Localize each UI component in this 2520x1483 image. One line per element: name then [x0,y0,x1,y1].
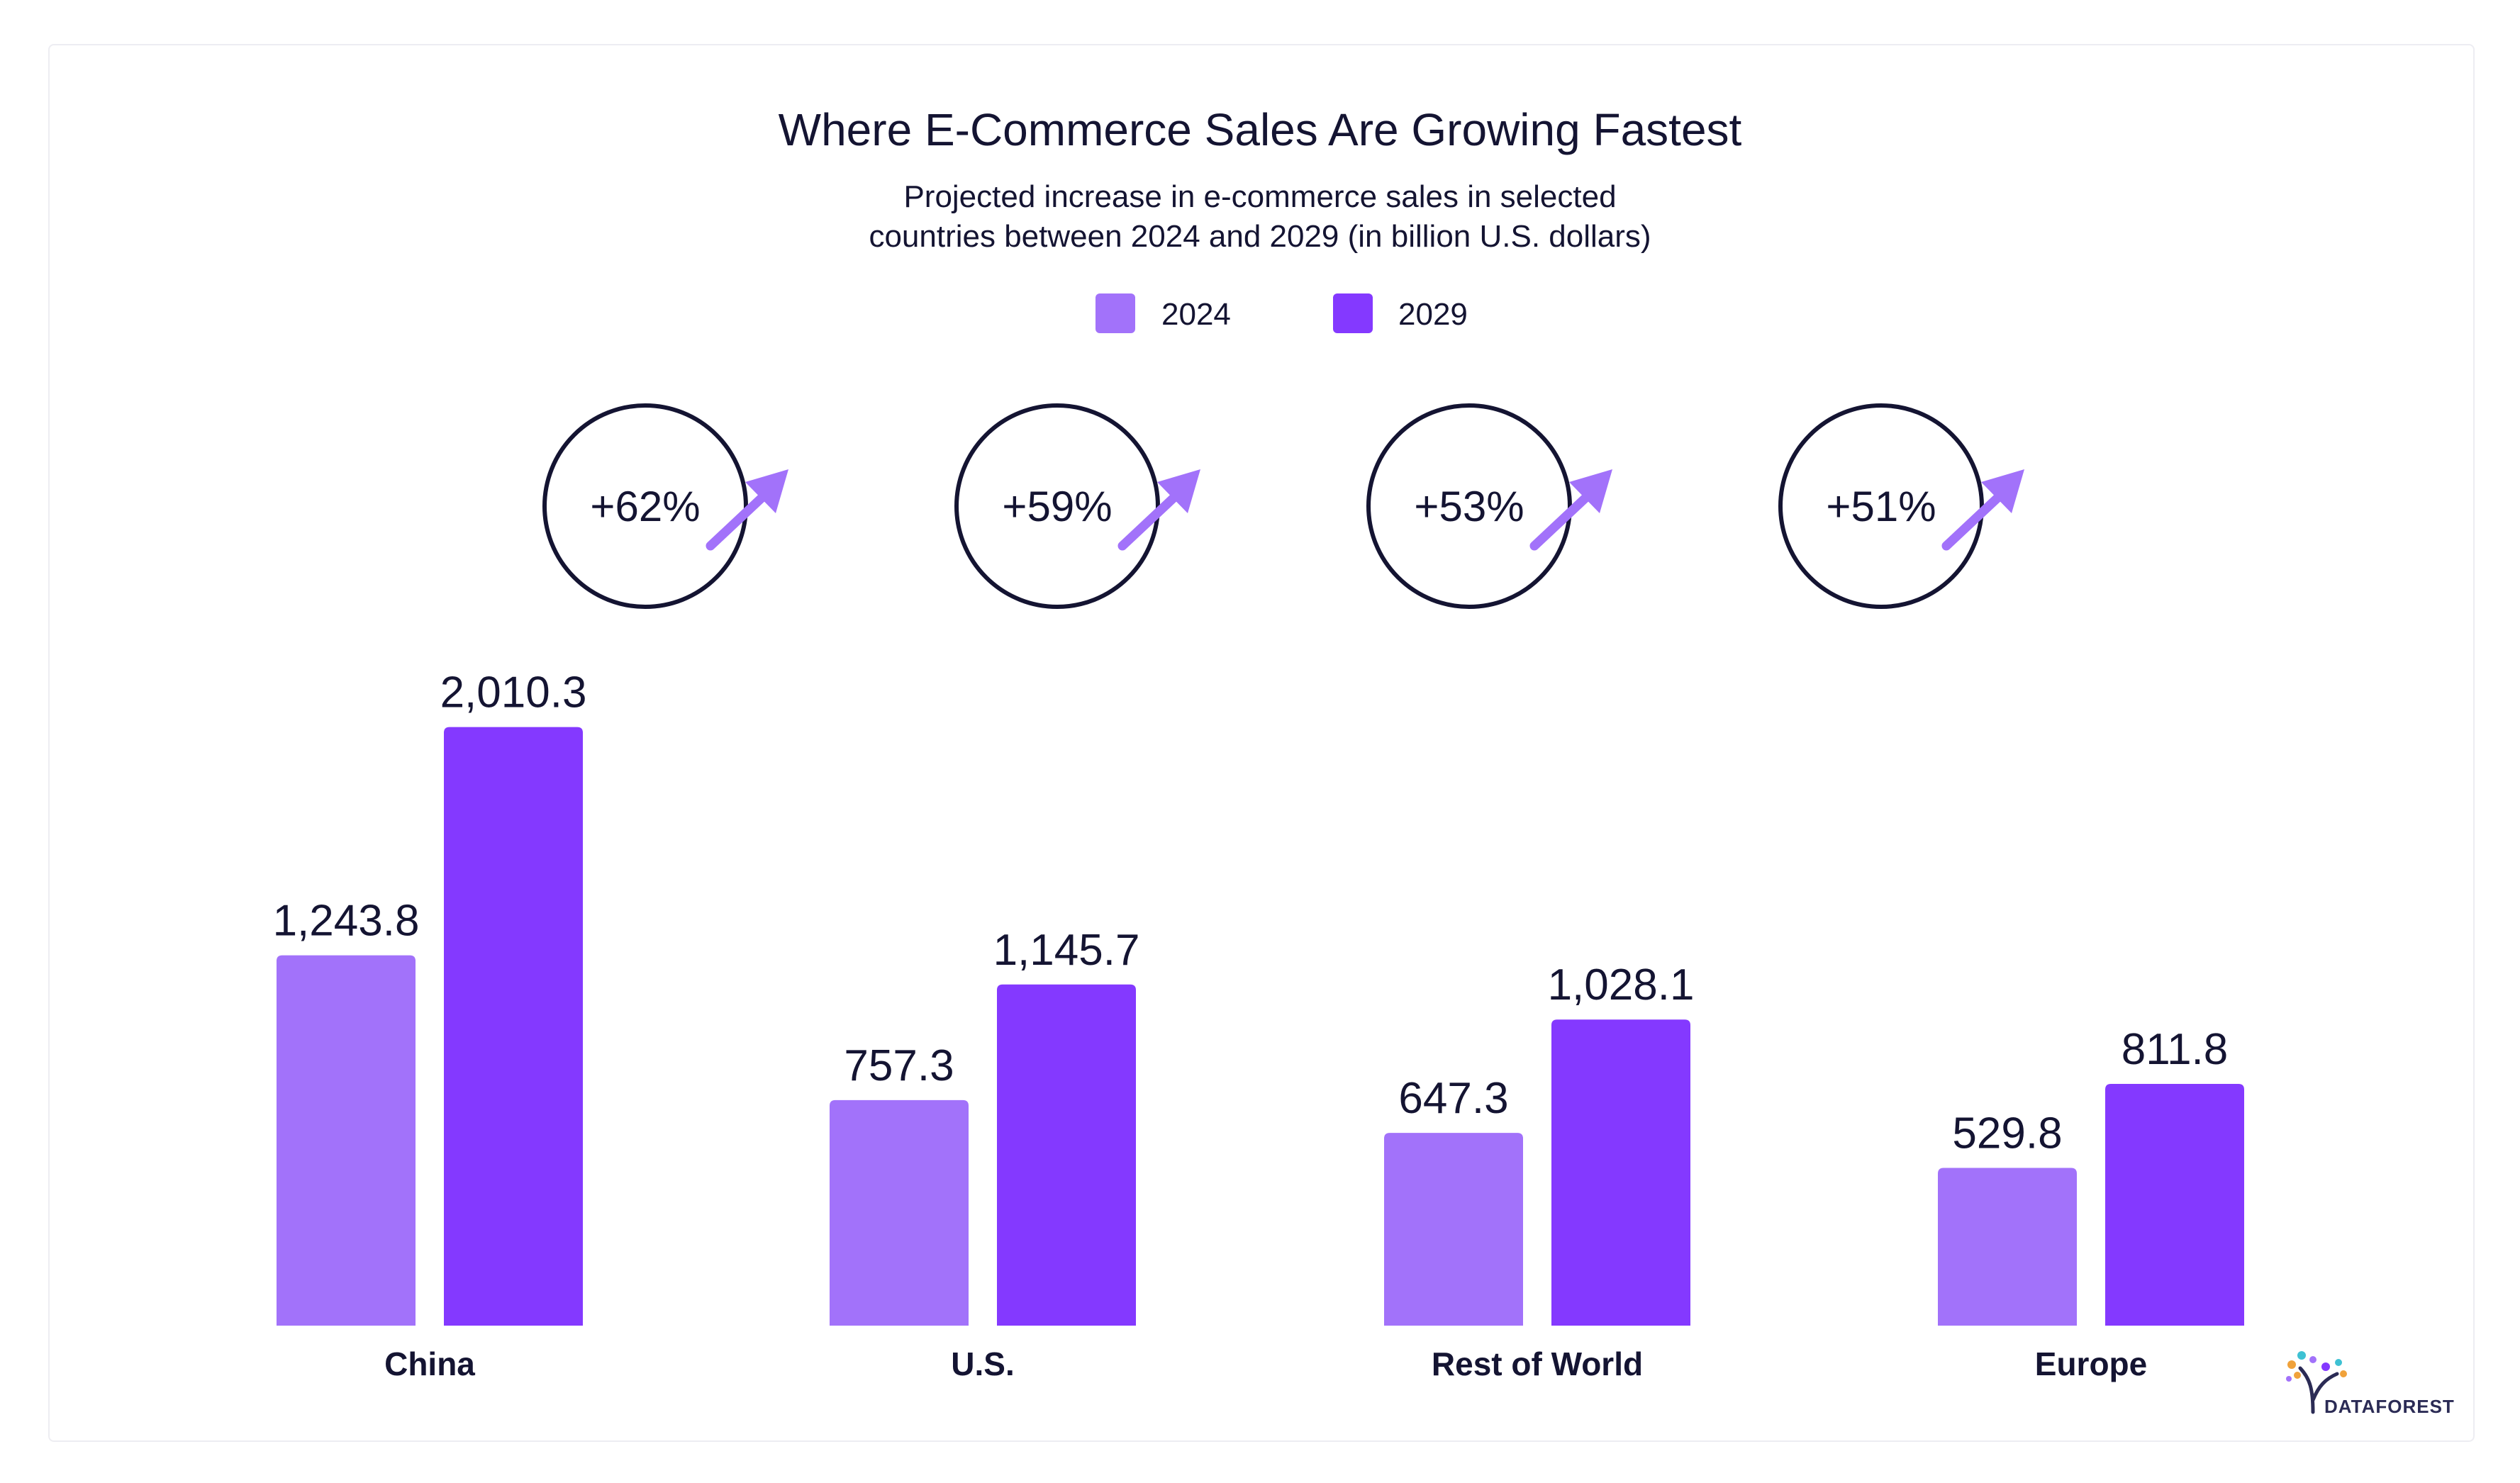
category-label-china: China [384,1345,475,1382]
legend: 2024 2029 [1095,293,1468,333]
growth-percent-label: +53% [1414,483,1524,530]
growth-badge-europe: +51% [1778,403,2024,609]
growth-badge-china: +62% [542,403,788,609]
tree-logo-icon [2286,1351,2347,1414]
category-label-europe: Europe [2035,1345,2147,1382]
growth-percent-label: +62% [590,483,700,530]
chart-title: Where E-Commerce Sales Are Growing Faste… [779,104,1742,155]
growth-circle [954,403,1160,609]
logo-text: DATAFOREST [2324,1396,2455,1417]
arrow-up-right-icon [706,469,788,551]
legend-label-2024: 2024 [1161,297,1231,332]
arrow-up-right-icon [1941,469,2024,551]
growth-circle [1778,403,1984,609]
bar-europe-2024 [1938,1168,2077,1326]
value-label-rest-of-world-2024: 647.3 [1398,1074,1508,1123]
growth-badge-rest-of-world: +53% [1366,403,1612,609]
bar-china-2024 [277,955,416,1326]
value-label-u-s-2024: 757.3 [844,1041,954,1090]
category-label-rest-of-world: Rest of World [1432,1345,1643,1382]
arrow-up-right-icon [1117,469,1200,551]
chart-subtitle-line-2: countries between 2024 and 2029 (in bill… [869,219,1651,254]
dataforest-logo: DATAFOREST [2286,1351,2455,1417]
bars-group: 1,243.8 2,010.3 China 757.3 1,145.7 U.S. 647.3… [273,668,2244,1382]
value-label-china-2029: 2,010.3 [440,668,587,717]
bar-u-s-2029 [997,984,1136,1326]
growth-percent-label: +51% [1826,483,1936,530]
value-label-rest-of-world-2029: 1,028.1 [1548,961,1695,1009]
bar-europe-2029 [2105,1084,2244,1326]
value-label-europe-2029: 811.8 [2122,1025,2229,1074]
legend-label-2029: 2029 [1398,297,1468,332]
growth-percent-label: +59% [1002,483,1112,530]
value-label-u-s-2029: 1,145.7 [993,926,1140,975]
growth-badge-us: +59% [954,403,1200,609]
growth-circle [1366,403,1572,609]
bar-china-2029 [444,727,583,1326]
legend-swatch-2024 [1095,293,1135,333]
value-label-europe-2024: 529.8 [1952,1109,2062,1158]
bar-u-s-2024 [830,1099,969,1326]
chart-subtitle-line-1: Projected increase in e-commerce sales i… [903,179,1616,214]
bar-rest-of-world-2029 [1551,1019,1690,1326]
growth-circle [542,403,748,609]
legend-swatch-2029 [1333,293,1373,333]
bar-rest-of-world-2024 [1384,1133,1523,1326]
value-label-china-2024: 1,243.8 [273,897,420,946]
arrow-up-right-icon [1529,469,1612,551]
category-label-u-s: U.S. [951,1345,1014,1382]
